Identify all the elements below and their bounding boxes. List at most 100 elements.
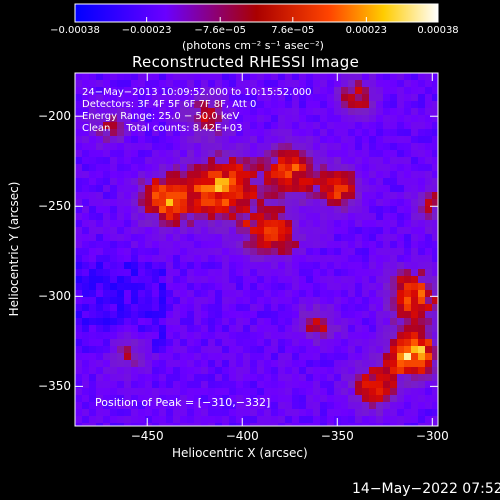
heatmap-cell [432, 185, 438, 192]
heatmap-cell [117, 129, 124, 136]
heatmap-cell [271, 150, 278, 157]
heatmap-cell [236, 290, 243, 297]
heatmap-cell [166, 283, 173, 290]
heatmap-cell [82, 178, 89, 185]
heatmap-cell [208, 360, 215, 367]
heatmap-cell [75, 346, 82, 353]
heatmap-cell [138, 157, 145, 164]
heatmap-cell [236, 416, 243, 423]
heatmap-cell [418, 346, 425, 353]
heatmap-cell [117, 276, 124, 283]
heatmap-cell [166, 94, 173, 101]
heatmap-cell [173, 80, 180, 87]
heatmap-cell [383, 150, 390, 157]
heatmap-cell [390, 185, 397, 192]
heatmap-cell [152, 318, 159, 325]
heatmap-cell [418, 122, 425, 129]
heatmap-cell [432, 220, 438, 227]
heatmap-cell [278, 388, 285, 395]
heatmap-cell [131, 178, 138, 185]
heatmap-cell [334, 227, 341, 234]
heatmap-cell [194, 283, 201, 290]
heatmap-cell [292, 185, 299, 192]
heatmap-cell [383, 185, 390, 192]
heatmap-cell [313, 192, 320, 199]
heatmap-cell [243, 290, 250, 297]
heatmap-cell [299, 206, 306, 213]
heatmap-cell [348, 388, 355, 395]
heatmap-cell [131, 101, 138, 108]
heatmap-cell [334, 304, 341, 311]
heatmap-cell [334, 185, 341, 192]
info-line-4: Clean Total counts: 8.42E+03 [82, 123, 243, 134]
heatmap-cell [89, 276, 96, 283]
heatmap-cell [124, 234, 131, 241]
heatmap-cell [215, 283, 222, 290]
heatmap-cell [82, 332, 89, 339]
heatmap-cell [397, 388, 404, 395]
heatmap-cell [82, 423, 89, 426]
heatmap-cell [180, 241, 187, 248]
heatmap-cell [250, 395, 257, 402]
heatmap-cell [432, 150, 438, 157]
heatmap-cell [215, 143, 222, 150]
heatmap-cell [355, 101, 362, 108]
heatmap-cell [152, 339, 159, 346]
heatmap-cell [299, 416, 306, 423]
info-line-2: Detectors: 3F 4F 5F 6F 7F 8F, Att 0 [82, 99, 257, 110]
heatmap-cell [285, 143, 292, 150]
heatmap-cell [229, 297, 236, 304]
heatmap-cell [327, 185, 334, 192]
heatmap-cell [327, 73, 334, 80]
heatmap-cell [257, 381, 264, 388]
heatmap-cell [404, 353, 411, 360]
heatmap-cell [103, 164, 110, 171]
heatmap-cell [418, 108, 425, 115]
heatmap-cell [341, 115, 348, 122]
heatmap-cell [341, 381, 348, 388]
heatmap-cell [152, 206, 159, 213]
heatmap-cell [173, 199, 180, 206]
heatmap-cell [362, 73, 369, 80]
heatmap-cell [383, 255, 390, 262]
heatmap-cell [152, 157, 159, 164]
heatmap-cell [264, 374, 271, 381]
heatmap-cell [75, 353, 82, 360]
heatmap-cell [411, 164, 418, 171]
heatmap-cell [82, 339, 89, 346]
heatmap-cell [383, 213, 390, 220]
heatmap-cell [152, 304, 159, 311]
heatmap-cell [208, 388, 215, 395]
heatmap-cell [299, 73, 306, 80]
heatmap-cell [278, 395, 285, 402]
heatmap-cell [334, 248, 341, 255]
heatmap-cell [180, 395, 187, 402]
heatmap-cell [138, 255, 145, 262]
heatmap-cell [355, 360, 362, 367]
heatmap-cell [187, 297, 194, 304]
x-tick-label: −400 [225, 429, 259, 443]
heatmap-cell [180, 101, 187, 108]
heatmap-cell [299, 108, 306, 115]
heatmap-cell [138, 143, 145, 150]
heatmap-cell [432, 129, 438, 136]
heatmap-cell [404, 402, 411, 409]
heatmap-cell [222, 157, 229, 164]
heatmap-cell [320, 276, 327, 283]
heatmap-cell [131, 136, 138, 143]
heatmap-cell [89, 290, 96, 297]
heatmap-cell [264, 80, 271, 87]
heatmap-cell [264, 409, 271, 416]
heatmap-cell [138, 227, 145, 234]
heatmap-cell [201, 87, 208, 94]
heatmap-cell [159, 94, 166, 101]
heatmap-cell [313, 101, 320, 108]
heatmap-cell [355, 87, 362, 94]
heatmap-cell [215, 122, 222, 129]
heatmap-cell [383, 339, 390, 346]
heatmap-cell [201, 276, 208, 283]
heatmap-cell [229, 304, 236, 311]
heatmap-cell [369, 234, 376, 241]
heatmap-cell [194, 381, 201, 388]
heatmap-cell [75, 122, 82, 129]
